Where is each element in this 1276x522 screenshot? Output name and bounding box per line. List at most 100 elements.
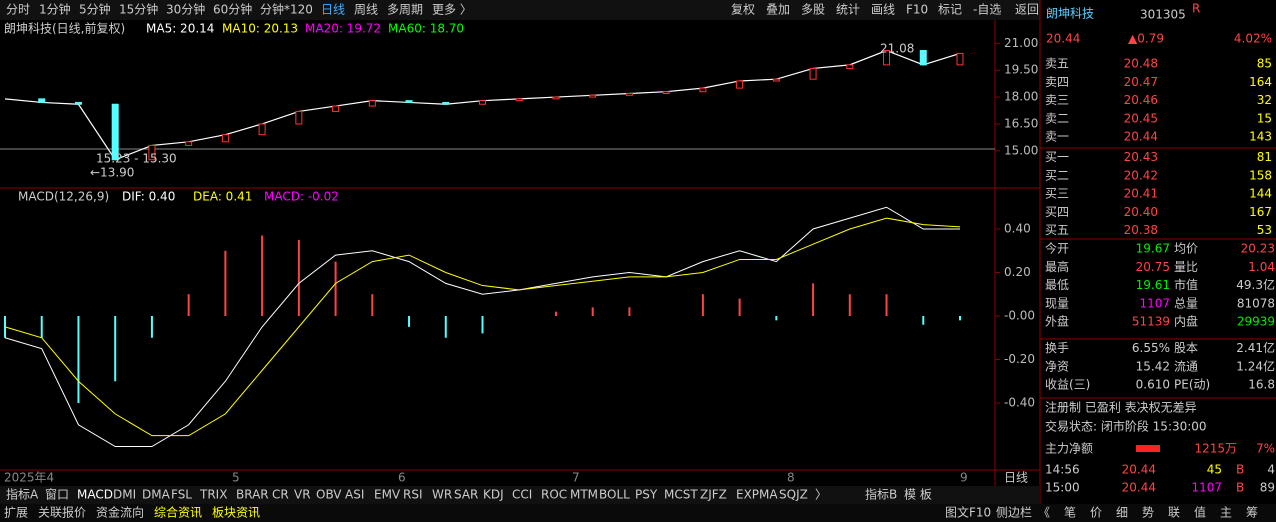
toolbar-button[interactable]: F10 xyxy=(906,3,928,17)
toolbar-button[interactable]: 叠加 xyxy=(766,3,790,17)
toolbar-button[interactable]: 更多 〉 xyxy=(432,3,472,17)
annotation: 15.23 - 15.30 xyxy=(96,152,177,166)
toolbar-button[interactable]: 画线 xyxy=(871,3,895,17)
indicator-tab[interactable]: 模 板 xyxy=(904,488,932,502)
note: 注册制 已盈利 表决权无差异 xyxy=(1045,400,1197,415)
indicator-tab[interactable]: CR xyxy=(272,488,289,502)
toolbar-button[interactable]: 30分钟 xyxy=(166,2,205,17)
book-level: 卖二 xyxy=(1045,111,1069,125)
toolbar-button[interactable]: -自选 xyxy=(973,3,1001,17)
toolbar-button[interactable]: 复权 xyxy=(731,3,755,17)
toolbar-button[interactable]: 返回 xyxy=(1015,3,1039,17)
indicator-tab[interactable]: ROC xyxy=(541,488,567,502)
status-tab[interactable]: 扩展 xyxy=(4,506,28,520)
flow-label: 主力净额 xyxy=(1045,442,1093,456)
status-tab[interactable]: 板块资讯 xyxy=(212,506,260,520)
stat-value: 1.04 xyxy=(1248,260,1275,274)
indicator-tab[interactable]: MCST xyxy=(664,488,698,502)
status-tab[interactable]: 综合资讯 xyxy=(154,505,202,520)
indicator-tab[interactable]: RSI xyxy=(403,488,423,502)
stat-name: 净资 xyxy=(1045,359,1069,373)
status-tab[interactable]: 侧边栏 xyxy=(996,505,1032,520)
candle xyxy=(956,52,964,66)
indicator-tab[interactable]: DMI xyxy=(113,488,136,502)
status-tab[interactable]: 笔 xyxy=(1064,505,1076,520)
indicator-tab[interactable]: CCI xyxy=(512,488,532,502)
toolbar-button[interactable]: 分时 xyxy=(6,3,30,17)
indicator-tab[interactable]: EMV xyxy=(374,488,401,502)
status-tab[interactable]: 细 xyxy=(1116,506,1128,520)
candle xyxy=(368,100,376,107)
status-tab[interactable]: 图文F10 xyxy=(945,505,991,520)
toolbar-button[interactable]: 15分钟 xyxy=(119,2,158,17)
candle xyxy=(772,78,780,82)
status-tab[interactable]: 《 xyxy=(1038,506,1050,520)
toolbar-button[interactable]: 周线 xyxy=(354,3,378,17)
stat-value: 49.3亿 xyxy=(1236,277,1275,292)
candle xyxy=(221,134,229,143)
ma-label: MA5: 20.14 xyxy=(146,22,214,36)
toolbar-button[interactable]: 5分钟 xyxy=(79,2,111,17)
indicator-tab[interactable]: 窗口 xyxy=(45,488,69,502)
indicator-tab[interactable]: PSY xyxy=(635,488,658,502)
stat-name: 流通 xyxy=(1174,359,1198,373)
indicator-tab[interactable]: 指标B xyxy=(865,487,897,502)
x-tick-label: 2025年4 xyxy=(4,471,54,485)
indicator-tab[interactable]: 〉 xyxy=(815,488,827,502)
stat-name: 收益(三) xyxy=(1045,378,1090,392)
toolbar-button[interactable]: 60分钟 xyxy=(213,2,252,17)
toolbar-button[interactable]: 日线 xyxy=(321,3,345,17)
indicator-tab[interactable]: KDJ xyxy=(483,488,504,502)
indicator-tab[interactable]: SAR xyxy=(454,488,478,502)
indicator-tab[interactable]: WR xyxy=(432,488,452,502)
indicator-tab[interactable]: SQJZ xyxy=(779,488,808,502)
toolbar-button[interactable]: 多股 xyxy=(801,3,825,17)
indicator-tab[interactable]: DMA xyxy=(142,488,171,502)
indicator-tab[interactable]: MTM xyxy=(570,488,598,502)
indicator-tab[interactable]: BRAR xyxy=(236,488,269,502)
stat-value: 20.75 xyxy=(1136,260,1170,274)
toolbar-button[interactable]: 多周期 xyxy=(387,3,423,17)
toolbar-button[interactable]: 标记 xyxy=(938,3,962,17)
candle xyxy=(699,87,707,93)
status-tab[interactable]: 筹 xyxy=(1246,506,1258,520)
status-tab[interactable]: 资金流向 xyxy=(96,505,144,520)
indicator-tab[interactable]: FSL xyxy=(171,488,192,502)
toolbar-button[interactable]: 统计 xyxy=(836,3,860,17)
indicator-tab[interactable]: MACD xyxy=(77,488,113,502)
book-level: 买一 xyxy=(1045,150,1069,164)
price-line xyxy=(4,49,961,161)
status-tab[interactable]: 势 xyxy=(1142,506,1154,520)
toolbar-button[interactable]: 分钟*120 xyxy=(260,2,313,17)
candle xyxy=(662,91,670,95)
y-tick-label: -0.20 xyxy=(1004,352,1035,366)
stat-value: 1107 xyxy=(1139,296,1170,310)
book-level: 买四 xyxy=(1045,205,1069,219)
book-volume: 158 xyxy=(1249,168,1272,182)
indicator-tab[interactable]: ZJFZ xyxy=(700,488,727,502)
ma-label: MA60: 18.70 xyxy=(388,22,464,36)
indicator-tab[interactable]: TRIX xyxy=(199,488,227,502)
book-price: 20.42 xyxy=(1124,168,1158,182)
candle xyxy=(515,98,523,102)
ma-label: MA10: 20.13 xyxy=(222,22,298,36)
status-tab[interactable]: 关联报价 xyxy=(38,505,86,520)
x-tick-label: 8 xyxy=(787,471,795,485)
indicator-tab[interactable]: OBV xyxy=(316,488,342,502)
status-tab[interactable]: 价 xyxy=(1090,506,1102,520)
book-level: 卖五 xyxy=(1045,57,1069,71)
x-tick-label: 7 xyxy=(572,471,580,485)
indicator-tab[interactable]: ASI xyxy=(345,488,364,502)
book-volume: 53 xyxy=(1257,223,1272,237)
status-tab[interactable]: 主 xyxy=(1220,506,1232,520)
indicator-tab[interactable]: 指标A xyxy=(6,487,39,502)
candle xyxy=(883,50,891,66)
indicator-tab[interactable]: BOLL xyxy=(599,488,630,502)
indicator-tab[interactable]: EXPMA xyxy=(736,488,778,502)
indicator-tab[interactable]: VR xyxy=(294,488,311,502)
status-tab[interactable]: 联 xyxy=(1168,506,1180,520)
book-price: 20.40 xyxy=(1124,205,1158,219)
status-tab[interactable]: 值 xyxy=(1194,505,1206,520)
toolbar-button[interactable]: 1分钟 xyxy=(39,2,71,17)
